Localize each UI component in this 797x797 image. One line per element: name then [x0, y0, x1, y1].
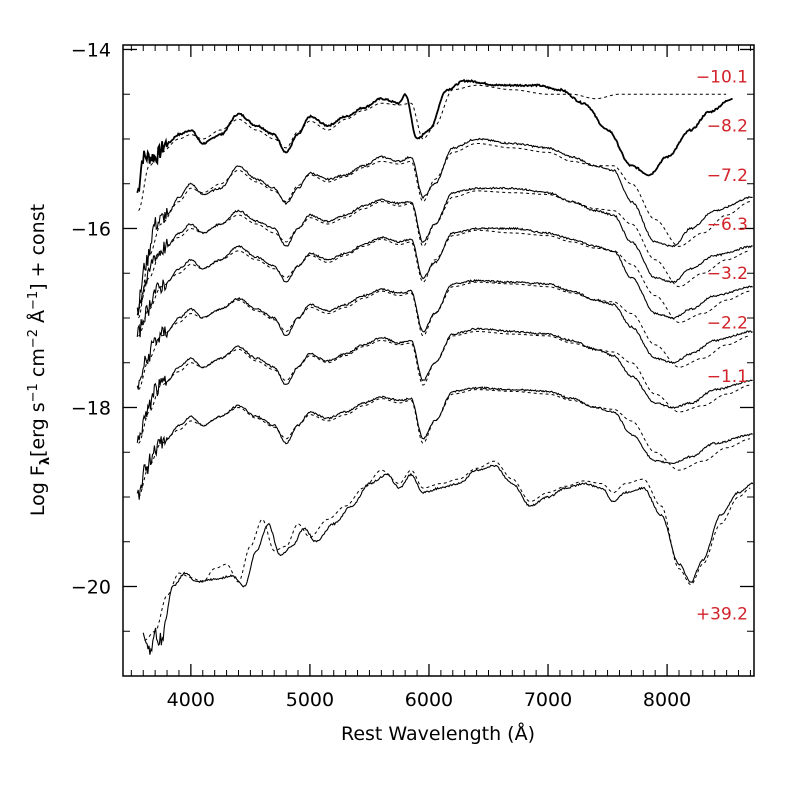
observed-spectrum-line — [136, 278, 753, 390]
y-axis-title-mid3: Å — [26, 310, 49, 329]
y-axis-title-mid1: [erg s — [27, 402, 49, 457]
y-axis-title-sup2: −2 — [26, 329, 41, 348]
observed-spectrum-line — [136, 385, 753, 500]
x-tick-label: 5000 — [286, 689, 334, 711]
y-axis-title-post: ] + const — [27, 204, 49, 291]
model-spectrum-line — [144, 460, 751, 641]
model-spectrum-line — [138, 84, 727, 211]
observed-spectrum-line — [142, 464, 754, 655]
model-spectrum-line — [138, 389, 751, 498]
x-axis-title: Rest Wavelength (Å) — [341, 722, 535, 745]
x-tick-label: 6000 — [405, 689, 453, 711]
y-axis-title-sup3: −1 — [26, 291, 41, 310]
spectra-layer — [136, 78, 754, 655]
y-tick-label: −16 — [71, 218, 111, 240]
epoch-label: −8.2 — [707, 117, 748, 137]
x-tick-label: 4000 — [167, 689, 215, 711]
model-spectrum-line — [138, 330, 751, 444]
y-axis-title: Log Fλ[erg s−1 cm−2 Å−1] + const — [26, 204, 53, 516]
model-spectrum-line — [138, 190, 751, 310]
model-spectrum-line — [138, 281, 751, 390]
y-axis-title-sub: λ — [38, 457, 53, 465]
spectra-group — [136, 78, 754, 655]
epoch-label: +39.2 — [696, 604, 748, 624]
observed-spectrum-line — [136, 186, 753, 316]
plot-frame — [122, 44, 755, 677]
x-tick-label: 7000 — [524, 689, 572, 711]
epoch-label: −6.3 — [707, 215, 748, 235]
epoch-label: −3.2 — [707, 264, 748, 284]
y-tick-label: −14 — [71, 39, 111, 61]
x-tick-label: 8000 — [643, 689, 691, 711]
y-tick-label: −18 — [71, 397, 111, 419]
epoch-label: −10.1 — [696, 67, 748, 87]
y-axis-title-pre: Log F — [27, 465, 49, 516]
labels-layer: −10.1 −8.2 −7.2 −6.3 −3.2 −2.2 −1.1 +39.2 — [696, 67, 748, 624]
model-spectrum-line — [138, 143, 751, 319]
epoch-label: −7.2 — [707, 166, 748, 186]
epoch-label: −1.1 — [707, 367, 748, 387]
observed-spectrum-line — [136, 78, 733, 194]
observed-spectrum-line — [136, 327, 753, 443]
y-axis-title-mid2: cm — [27, 348, 49, 383]
ticks-layer: 4000 5000 6000 7000 8000 −20 −18 −16 −14 — [71, 39, 754, 711]
y-tick-label: −20 — [71, 576, 111, 598]
y-axis-title-sup1: −1 — [26, 383, 41, 402]
epoch-label: −2.2 — [707, 313, 748, 333]
